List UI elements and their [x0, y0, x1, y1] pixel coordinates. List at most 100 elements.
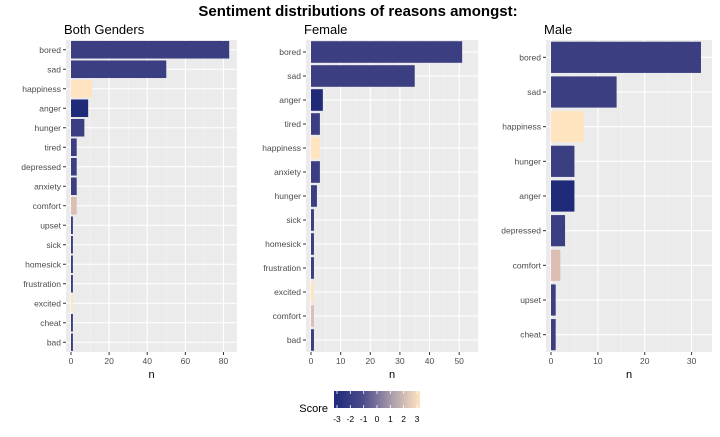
bar-anger — [311, 89, 323, 111]
bar-upset — [71, 216, 73, 235]
bar-anger — [551, 180, 575, 212]
bar-depressed — [551, 215, 566, 247]
bar-anxiety — [311, 161, 320, 183]
category-label: happiness — [502, 122, 541, 132]
bar-sick — [311, 209, 314, 231]
bar-depressed — [71, 157, 77, 176]
category-label: tired — [284, 119, 301, 129]
category-label: cheat — [40, 318, 61, 328]
bar-bored — [71, 40, 230, 59]
panel-title: Male — [544, 22, 572, 37]
category-label: upset — [40, 220, 61, 230]
bar-happiness — [551, 111, 584, 143]
x-tick-label: 30 — [395, 356, 405, 366]
x-tick-label: 40 — [143, 356, 153, 366]
category-label: homesick — [25, 259, 62, 269]
legend-tick-label: 1 — [388, 414, 393, 424]
category-label: bored — [279, 47, 301, 57]
bar-cheat — [551, 319, 556, 351]
x-tick-label: 40 — [425, 356, 435, 366]
category-label: tired — [44, 142, 61, 152]
legend-colorbar — [334, 391, 420, 408]
bar-homesick — [311, 233, 314, 255]
bar-sick — [71, 235, 73, 254]
x-tick-label: 60 — [181, 356, 191, 366]
bar-comfort — [551, 249, 561, 281]
x-tick-label: 20 — [366, 356, 376, 366]
bar-happiness — [71, 79, 92, 98]
panel-2: Male 0 10 20 30 bored sad happiness hunger anger d… — [501, 22, 712, 381]
legend-tick-label: 3 — [415, 414, 420, 424]
panel-background — [66, 40, 237, 352]
x-tick-label: 30 — [687, 356, 697, 366]
bar-tired — [71, 138, 77, 157]
bar-sad — [71, 60, 167, 79]
category-label: depressed — [21, 162, 61, 172]
bar-happiness — [311, 137, 320, 159]
category-label: sick — [46, 240, 61, 250]
category-label: bored — [519, 52, 541, 62]
bar-excited — [71, 294, 73, 313]
bar-hunger — [551, 145, 575, 177]
legend-tick-label: 2 — [401, 414, 406, 424]
x-tick-label: 0 — [549, 356, 554, 366]
bar-homesick — [71, 255, 73, 274]
category-label: anger — [279, 95, 301, 105]
bar-bored — [551, 41, 701, 73]
figure-title: Sentiment distributions of reasons among… — [198, 3, 517, 20]
category-label: bad — [287, 335, 301, 345]
category-label: comfort — [33, 201, 62, 211]
category-label: sick — [286, 215, 301, 225]
legend-tick-label: 0 — [375, 414, 380, 424]
category-label: bad — [47, 337, 61, 347]
bar-hunger — [71, 118, 85, 137]
x-tick-label: 10 — [593, 356, 603, 366]
panel-title: Female — [304, 22, 347, 37]
panels: Both Genders 0 20 40 60 80 bored sad happiness an… — [21, 22, 712, 381]
x-tick-label: 20 — [104, 356, 114, 366]
legend-ticks: -3 -2 -1 0 1 2 3 — [333, 391, 420, 424]
panel-title: Both Genders — [64, 22, 145, 37]
legend-tick-label: -2 — [347, 414, 355, 424]
legend-tick-label: -3 — [333, 414, 341, 424]
x-axis-label: n — [148, 369, 154, 381]
bar-tired — [311, 113, 320, 135]
bar-cheat — [71, 313, 73, 332]
bar-sad — [551, 76, 617, 108]
x-axis-label: n — [389, 369, 395, 381]
bar-comfort — [311, 305, 314, 327]
category-label: upset — [520, 295, 541, 305]
category-label: frustration — [23, 279, 61, 289]
category-label: depressed — [501, 226, 541, 236]
category-label: sad — [47, 64, 61, 74]
bar-frustration — [71, 274, 73, 293]
category-label: happiness — [262, 143, 301, 153]
bar-excited — [311, 281, 314, 303]
category-label: anxiety — [274, 167, 302, 177]
panel-1: Female 0 10 20 30 40 50 bored sad anger tired happi… — [262, 22, 478, 381]
category-label: anger — [519, 191, 541, 201]
category-label: sad — [527, 87, 541, 97]
bar-sad — [311, 65, 415, 87]
x-tick-label: 0 — [69, 356, 74, 366]
category-label: hunger — [35, 123, 62, 133]
x-tick-label: 0 — [309, 356, 314, 366]
bar-hunger — [311, 185, 317, 207]
legend-tick-label: -1 — [360, 414, 368, 424]
x-tick-label: 10 — [336, 356, 346, 366]
category-label: cheat — [520, 330, 541, 340]
category-label: excited — [34, 298, 61, 308]
x-tick-label: 50 — [454, 356, 464, 366]
bar-bored — [311, 41, 463, 63]
legend-title: Score — [299, 403, 328, 415]
category-label: anxiety — [34, 181, 62, 191]
x-tick-label: 80 — [219, 356, 229, 366]
category-label: frustration — [263, 263, 301, 273]
score-legend: Score -3 -2 -1 0 1 2 3 — [299, 391, 420, 424]
category-label: comfort — [513, 260, 542, 270]
bar-upset — [551, 284, 556, 316]
category-label: anger — [39, 103, 61, 113]
bar-comfort — [71, 196, 77, 215]
category-label: happiness — [22, 84, 61, 94]
